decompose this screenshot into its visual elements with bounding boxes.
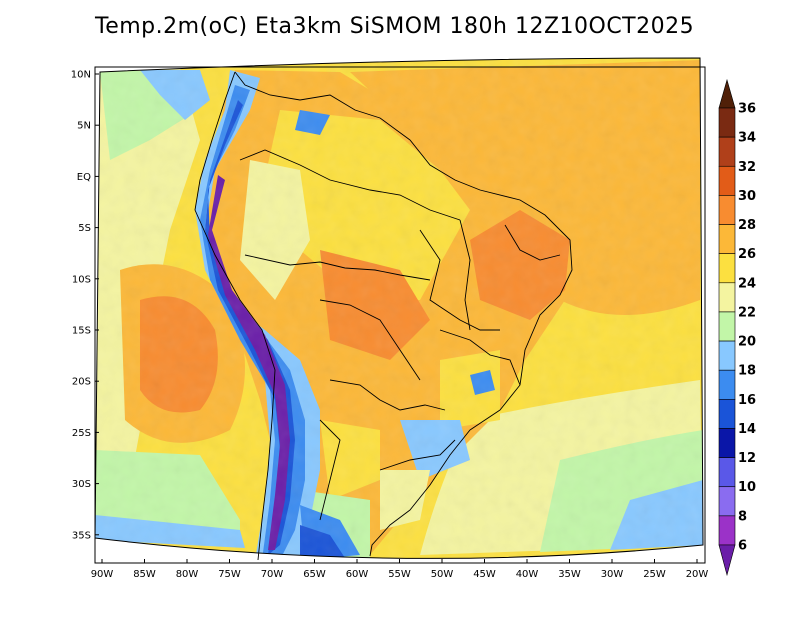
colorbar-segment (718, 428, 736, 458)
bolivia-border (319, 299, 421, 381)
colorbar-label: 10 (738, 480, 756, 495)
colorbar-label: 24 (738, 276, 756, 291)
lat-tick-label: 15S (72, 326, 91, 337)
lon-tick-label: 60W (346, 569, 369, 580)
lat-tick-label: 35S (72, 530, 91, 541)
colorbar-segment (718, 136, 736, 167)
colorbar-segment (718, 340, 736, 371)
colorbar-label: 28 (738, 218, 756, 233)
colorbar-bottom-arrow (718, 544, 736, 577)
lon-tick-label: 75W (218, 569, 241, 580)
lon-tick-label: 70W (261, 569, 284, 580)
colorbar-segment (718, 515, 736, 546)
lon-tick-label: 30W (601, 569, 624, 580)
lat-tick-label: 20S (72, 377, 91, 388)
colorbar-segment (718, 399, 736, 429)
brazil-state-lines (419, 229, 500, 331)
lon-tick-label: 80W (176, 569, 199, 580)
colorbar-segment (718, 224, 736, 254)
lon-axis: 90W 85W 80W 75W 70W 65W 60W 55W 50W 45W 40W 35W 30W 2… (91, 559, 709, 580)
colorbar-label: 34 (738, 131, 756, 146)
boundaries (194, 71, 573, 561)
colorbar-segment (718, 165, 736, 196)
paraguay-border (329, 379, 446, 411)
colorbar-label: 6 (738, 539, 747, 554)
colorbar-label: 8 (738, 509, 747, 524)
colorbar-label: 30 (738, 189, 756, 204)
lon-tick-label: 85W (133, 569, 156, 580)
lon-tick-label: 35W (558, 569, 581, 580)
lat-axis: 10N 5N EQ 5S 10S 15S 20S 25S 30S 35S (71, 70, 99, 541)
lat-tick-label: 10N (71, 70, 91, 81)
colorbar-label: 32 (738, 160, 756, 175)
lat-tick-label: 5S (78, 223, 91, 234)
lat-tick-label: 5N (77, 121, 91, 132)
domain-frame (94, 57, 704, 559)
colorbar-label: 26 (738, 247, 756, 262)
colorbar-label: 18 (738, 364, 756, 379)
colorbar-label: 12 (738, 451, 756, 466)
brazil-state-lines-3 (504, 224, 561, 261)
colorbar-segment (718, 107, 736, 138)
colorbar-segment (718, 195, 736, 225)
colorbar-segment (718, 369, 736, 400)
colorbar-label: 14 (738, 422, 756, 437)
colorbar-label: 20 (738, 335, 756, 350)
lat-tick-label: EQ (77, 172, 91, 183)
uruguay-border (379, 439, 456, 471)
lon-tick-label: 25W (643, 569, 666, 580)
temperature-field (95, 58, 703, 559)
brazil-state-lines-2 (459, 219, 471, 331)
field-texture (95, 58, 703, 559)
colorbar-segment (718, 486, 736, 517)
atlantic-coastline (234, 71, 573, 557)
map-title: Temp.2m(oC) Eta3km SiSMOM 180h 12Z10OCT2… (95, 14, 695, 39)
colorbar-label: 36 (738, 102, 756, 117)
colorbar-label: 22 (738, 305, 756, 320)
argentina-chile-border (319, 419, 341, 521)
lon-tick-label: 45W (473, 569, 496, 580)
colorbar-label: 16 (738, 393, 756, 408)
lon-tick-label: 90W (91, 569, 114, 580)
lat-tick-label: 10S (72, 274, 91, 285)
colorbar-segment (718, 253, 736, 284)
colorbar-top-arrow (718, 78, 736, 109)
lon-tick-label: 20W (686, 569, 709, 580)
brazil-state-lines-4 (439, 329, 521, 386)
lon-tick-label: 40W (516, 569, 539, 580)
lon-tick-label: 50W (431, 569, 454, 580)
colorbar-segment (718, 457, 736, 488)
lat-tick-label: 30S (72, 479, 91, 490)
lon-tick-label: 55W (388, 569, 411, 580)
peru-brazil-border (244, 254, 431, 281)
lon-tick-label: 65W (303, 569, 326, 580)
amazon-border (239, 149, 461, 221)
colorbar-segment (718, 282, 736, 313)
colorbar-segment (718, 311, 736, 342)
pacific-coastline (194, 71, 276, 561)
colorbar: 36 34 32 30 28 26 24 22 20 18 16 14 12 10 8 6 (718, 78, 756, 577)
lat-tick-label: 25S (72, 428, 91, 439)
